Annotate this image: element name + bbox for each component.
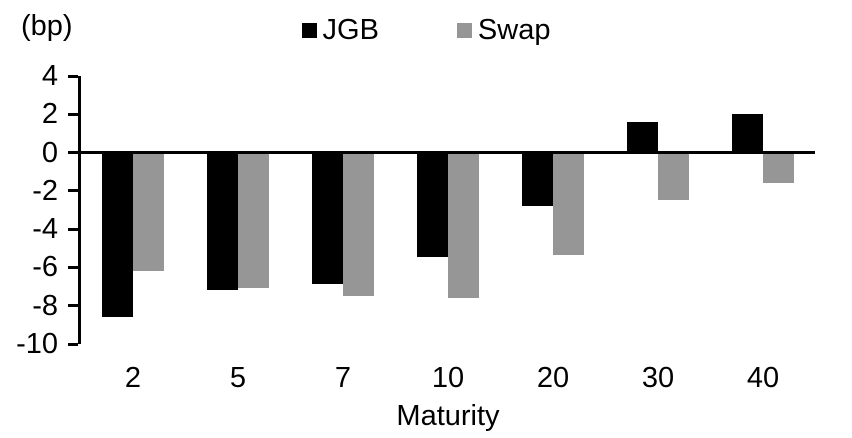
bar-jgb-7 xyxy=(312,154,343,284)
bar-swap-5 xyxy=(238,154,269,288)
bar-swap-2 xyxy=(133,154,164,271)
y-axis-tick xyxy=(68,113,78,116)
bar-swap-30 xyxy=(658,154,689,200)
bar-jgb-20 xyxy=(522,154,553,206)
y-axis-tick-label: -6 xyxy=(32,251,58,283)
y-axis-tick xyxy=(68,343,78,346)
y-axis-tick xyxy=(68,228,78,231)
legend-label-swap: Swap xyxy=(477,14,551,46)
y-axis-tick-label: -2 xyxy=(32,175,58,207)
legend-swatch-swap-icon xyxy=(456,23,472,38)
x-axis-category-label: 20 xyxy=(536,362,570,394)
bar-jgb-30 xyxy=(627,122,658,153)
legend-label-jgb: JGB xyxy=(322,14,379,46)
y-axis-tick-label: 0 xyxy=(41,137,58,169)
y-axis-tick xyxy=(68,151,78,154)
y-axis-tick xyxy=(68,189,78,192)
y-axis-tick-label: 2 xyxy=(41,98,58,130)
y-axis-line xyxy=(78,76,81,344)
x-axis-category-label: 10 xyxy=(431,362,465,394)
x-axis-category-label: 30 xyxy=(641,362,675,394)
x-axis-zero-line xyxy=(78,151,815,154)
bar-jgb-10 xyxy=(417,154,448,257)
x-axis-category-label: 5 xyxy=(229,362,247,394)
bar-jgb-2 xyxy=(102,154,133,317)
x-axis-category-label: 2 xyxy=(124,362,142,394)
bar-jgb-5 xyxy=(207,154,238,290)
y-axis-tick xyxy=(68,75,78,78)
legend-swatch-jgb-icon xyxy=(301,23,317,38)
y-axis-tick xyxy=(68,266,78,269)
bar-swap-40 xyxy=(763,154,794,183)
y-axis-tick-label: -4 xyxy=(32,213,58,245)
x-axis-category-label: 7 xyxy=(334,362,352,394)
y-axis-tick-label: 4 xyxy=(41,60,58,92)
legend-item-swap: Swap xyxy=(456,14,551,46)
y-axis-tick-label: -8 xyxy=(32,290,58,322)
chart-legend: JGB Swap xyxy=(0,16,852,45)
bar-swap-20 xyxy=(553,154,584,255)
y-axis-tick-label: -10 xyxy=(16,328,58,360)
y-axis-unit-label: (bp) xyxy=(21,10,73,42)
legend-item-jgb: JGB xyxy=(301,14,379,46)
bar-swap-10 xyxy=(448,154,479,298)
x-axis-title: Maturity xyxy=(396,400,500,432)
bar-jgb-40 xyxy=(732,114,763,152)
y-axis-tick xyxy=(68,304,78,307)
x-axis-category-label: 40 xyxy=(746,362,780,394)
bar-swap-7 xyxy=(343,154,374,296)
